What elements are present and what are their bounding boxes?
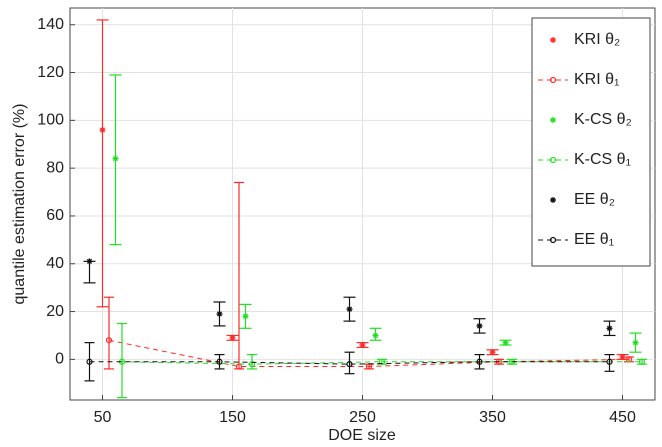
marker-stroke (359, 342, 366, 348)
y-tick-label: 80 (46, 159, 64, 176)
series-line (89, 361, 610, 365)
marker (242, 313, 249, 320)
error-bar (604, 353, 615, 372)
y-tick-label: 120 (37, 64, 64, 81)
legend-label: EE θ₁ (574, 231, 614, 248)
marker (346, 306, 353, 313)
error-bar (84, 342, 95, 382)
marker-stroke (476, 323, 483, 329)
marker-stroke (99, 127, 106, 133)
marker (248, 361, 256, 368)
marker-stroke (550, 197, 556, 203)
y-tick-label: 0 (55, 351, 64, 368)
marker (346, 361, 353, 368)
marker (86, 358, 93, 365)
marker (606, 358, 613, 365)
marker (105, 337, 113, 344)
error-bar (96, 19, 109, 308)
marker-stroke (550, 117, 556, 123)
error-bar (104, 296, 114, 370)
marker (632, 339, 639, 346)
marker-stroke (216, 311, 223, 317)
marker (549, 156, 557, 164)
marker (550, 197, 556, 203)
marker (619, 353, 626, 360)
marker (550, 117, 556, 123)
legend-label: KRI θ₂ (574, 31, 620, 48)
marker-stroke (112, 156, 119, 162)
y-tick-label: 20 (46, 303, 64, 320)
marker (489, 349, 496, 356)
error-bar (474, 353, 485, 370)
marker (112, 155, 119, 162)
marker (229, 334, 236, 341)
marker (550, 37, 556, 43)
marker-stroke (619, 354, 626, 360)
legend-label: K-CS θ₁ (574, 151, 631, 168)
marker (476, 358, 483, 365)
marker (99, 126, 106, 133)
marker (549, 236, 557, 244)
y-tick-label: 40 (46, 255, 64, 272)
marker (216, 358, 223, 365)
y-tick-label: 140 (37, 16, 64, 33)
marker-stroke (632, 340, 639, 346)
x-tick-label: 350 (479, 409, 506, 426)
legend-label: KRI θ₁ (574, 71, 619, 88)
marker-stroke (489, 349, 496, 355)
marker (216, 310, 223, 317)
y-tick-label: 60 (46, 207, 64, 224)
marker-stroke (606, 325, 613, 331)
marker-stroke (372, 332, 379, 339)
marker-stroke (502, 340, 509, 346)
legend-label: EE θ₂ (574, 191, 615, 208)
x-axis-label: DOE size (328, 427, 396, 442)
series-line (121, 361, 642, 365)
error-bar (117, 322, 127, 399)
error-bar (214, 353, 225, 370)
marker (372, 332, 379, 339)
marker (606, 325, 613, 332)
marker (549, 76, 557, 84)
marker (502, 339, 509, 346)
marker-stroke (86, 258, 93, 264)
legend-label: K-CS θ₂ (574, 111, 632, 128)
x-tick-label: 450 (609, 409, 636, 426)
marker-stroke (550, 37, 556, 43)
y-tick-label: 100 (37, 112, 64, 129)
marker (378, 358, 386, 365)
marker-stroke (346, 306, 353, 312)
x-tick-label: 250 (349, 409, 376, 426)
marker (476, 322, 483, 329)
marker (359, 342, 366, 349)
y-axis-label: quantile estimation error (%) (11, 104, 28, 305)
error-bar (344, 351, 355, 375)
marker (638, 358, 646, 365)
marker-stroke (242, 313, 249, 319)
x-tick-label: 150 (219, 409, 246, 426)
x-tick-label: 50 (94, 409, 112, 426)
marker-stroke (229, 335, 236, 341)
marker (86, 258, 93, 265)
legend-box (531, 17, 651, 267)
